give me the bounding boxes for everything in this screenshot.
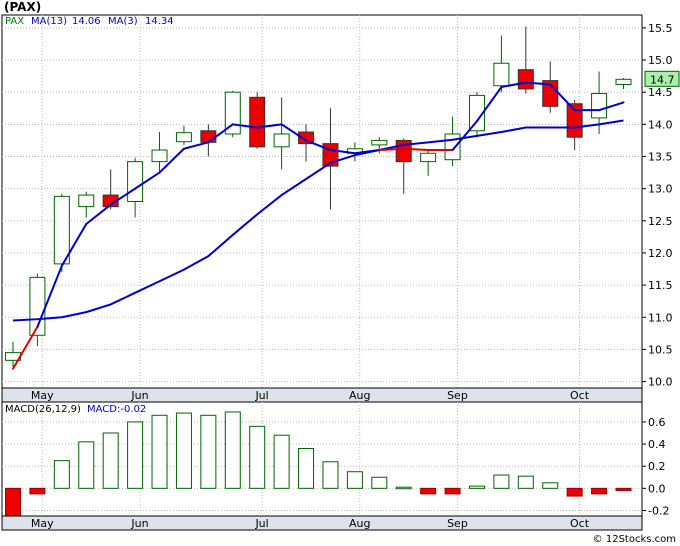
legend-ma-fast-label: MA(13) xyxy=(31,16,67,27)
price-tick-label: 14.0 xyxy=(648,118,673,131)
macd-bar xyxy=(250,426,265,488)
macd-bar xyxy=(225,412,240,488)
macd-bar xyxy=(469,486,484,488)
price-legend: PAX MA(13) 14.06 MA(3) 14.34 xyxy=(5,16,174,27)
price-tick-label: 13.0 xyxy=(648,183,673,196)
candle-body-up xyxy=(372,140,387,145)
macd-bar xyxy=(152,415,167,488)
macd-tick-label: 0.6 xyxy=(648,416,666,429)
price-month-band: May Jun Jul Aug Sep Oct xyxy=(2,388,642,402)
macd-tick-label: 0.2 xyxy=(648,460,666,473)
macd-plot-area xyxy=(2,402,642,516)
macd-bar xyxy=(103,433,118,488)
macd-bar xyxy=(201,415,216,488)
candle xyxy=(250,92,265,149)
price-month-label: Jun xyxy=(130,389,148,402)
candle-body-up xyxy=(54,196,69,264)
legend-ma-fast-value: 14.06 xyxy=(72,16,101,27)
macd-bar xyxy=(176,413,191,488)
macd-tick-label: 0.0 xyxy=(648,482,666,495)
price-tick-label: 12.5 xyxy=(648,215,673,228)
candle xyxy=(54,194,69,272)
legend-ma-slow-label: MA(3) xyxy=(108,16,138,27)
macd-bar xyxy=(274,435,289,488)
macd-legend: MACD(26,12,9) MACD:-0.02 xyxy=(5,404,146,415)
macd-bar xyxy=(299,448,314,488)
macd-bar xyxy=(543,483,558,489)
candle-body-up xyxy=(274,134,289,147)
candle-body-up xyxy=(445,134,460,160)
price-tick-label: 11.0 xyxy=(648,311,673,324)
candle-body-up xyxy=(616,79,631,84)
candle-body-up xyxy=(494,63,509,86)
macd-bar xyxy=(518,476,533,488)
ticker-label: (PAX) xyxy=(4,0,41,14)
macd-month-label: Jul xyxy=(254,517,268,530)
candle-body-down xyxy=(518,70,533,89)
candle-body-up xyxy=(79,195,94,207)
macd-bar xyxy=(6,488,21,517)
macd-bar xyxy=(567,488,582,496)
ma-slow-segment xyxy=(379,149,403,150)
macd-month-label: May xyxy=(31,517,54,530)
macd-month-label: Aug xyxy=(349,517,370,530)
macd-bar xyxy=(79,442,94,488)
price-plot-area xyxy=(2,15,642,388)
macd-bar xyxy=(445,488,460,494)
price-tick-label: 11.5 xyxy=(648,279,673,292)
macd-month-label: Jun xyxy=(130,517,148,530)
macd-bar xyxy=(347,472,362,489)
price-tick-label: 13.5 xyxy=(648,150,673,163)
macd-bar xyxy=(592,488,607,494)
candle-body-down xyxy=(201,131,216,143)
last-price-label: 14.7 xyxy=(650,73,675,86)
candle-body-up xyxy=(421,153,436,161)
candle-body-up xyxy=(128,162,143,202)
macd-tick-label: 0.4 xyxy=(648,438,666,451)
macd-bar xyxy=(494,475,509,488)
ma-slow-segment xyxy=(404,149,428,150)
candle xyxy=(225,91,240,137)
macd-bar xyxy=(396,487,411,489)
price-month-label: Aug xyxy=(349,389,370,402)
price-month-label: Sep xyxy=(447,389,468,402)
candle-body-up xyxy=(176,133,191,142)
macd-bar xyxy=(372,477,387,488)
macd-month-label: Oct xyxy=(570,517,590,530)
legend-ma-slow-value: 14.34 xyxy=(145,16,174,27)
macd-bar xyxy=(616,488,631,490)
price-month-label: Jul xyxy=(254,389,268,402)
price-tick-label: 14.5 xyxy=(648,86,673,99)
macd-month-label: Sep xyxy=(447,517,468,530)
price-tick-label: 15.5 xyxy=(648,22,673,35)
macd-month-band: May Jun Jul Aug Sep Oct xyxy=(2,516,642,530)
macd-legend-value: MACD:-0.02 xyxy=(87,404,146,415)
macd-bar xyxy=(323,462,338,489)
price-tick-label: 15.0 xyxy=(648,54,673,67)
price-month-label: Oct xyxy=(570,389,590,402)
price-tick-label: 10.5 xyxy=(648,343,673,356)
macd-bar xyxy=(421,488,436,494)
legend-symbol: PAX xyxy=(5,16,24,27)
macd-bar xyxy=(54,461,69,489)
candle-body-down xyxy=(250,97,265,147)
price-panel: 10.0 10.5 11.0 11.5 12.0 12.5 13.0 13.5 14.0 14.5… xyxy=(2,15,679,389)
macd-panel: -0.2 0.0 0.2 0.4 0.6 xyxy=(2,402,669,517)
last-price-marker: 14.7 xyxy=(645,71,679,86)
price-tick-label: 10.0 xyxy=(648,376,673,389)
price-tick-label: 12.0 xyxy=(648,247,673,260)
macd-legend-label: MACD(26,12,9) xyxy=(5,404,81,415)
macd-tick-label: -0.2 xyxy=(648,504,669,517)
candle-body-up xyxy=(592,93,607,117)
watermark: © 12Stocks.com xyxy=(593,534,676,545)
price-month-label: May xyxy=(31,389,54,402)
candle-body-up xyxy=(152,150,167,162)
macd-bar xyxy=(128,422,143,488)
macd-bar xyxy=(30,488,45,494)
